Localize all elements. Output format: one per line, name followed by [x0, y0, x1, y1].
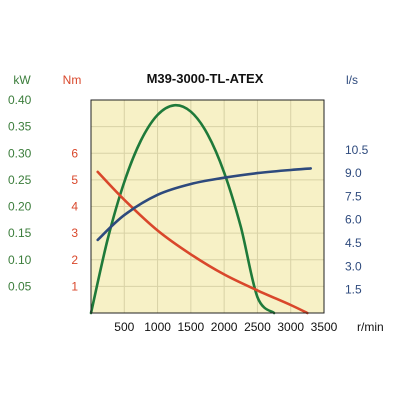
torque-tick-label: 3	[71, 226, 78, 240]
plot-frame	[90, 99, 325, 314]
torque-tick-label: 4	[71, 200, 78, 214]
power-tick-label: 0.10	[8, 253, 32, 267]
flow-tick-label: 1.5	[345, 283, 362, 297]
x-tick-label: 1000	[144, 320, 171, 334]
power-tick-label: 0.40	[8, 93, 32, 107]
power-tick-label: 0.05	[8, 279, 32, 293]
torque-curve	[96, 170, 309, 315]
flow-tick-label: 9.0	[345, 166, 362, 180]
flow-tick-label: 7.5	[345, 189, 362, 203]
x-tick-label: 500	[114, 320, 134, 334]
torque-tick-label: 2	[71, 253, 78, 267]
chart-title: M39-3000-TL-ATEX	[147, 71, 264, 86]
x-tick-label: 2000	[211, 320, 238, 334]
x-tick-label: 3500	[311, 320, 338, 334]
x-tick-label: 3000	[277, 320, 304, 334]
flow-tick-label: 4.5	[345, 236, 362, 250]
power-tick-label: 0.35	[8, 120, 32, 134]
flow-tick-label: 10.5	[345, 143, 369, 157]
flow-tick-label: 6.0	[345, 213, 362, 227]
flow-tick-label: 3.0	[345, 259, 362, 273]
torque-tick-label: 5	[71, 173, 78, 187]
x-tick-label: 1500	[178, 320, 205, 334]
x-tick-label: 2500	[244, 320, 271, 334]
power-tick-label: 0.15	[8, 226, 32, 240]
power-tick-label: 0.25	[8, 173, 32, 187]
flow-axis-unit: l/s	[346, 73, 358, 87]
torque-tick-label: 6	[71, 146, 78, 160]
power-axis-unit: kW	[13, 73, 31, 87]
power-tick-label: 0.20	[8, 200, 32, 214]
torque-tick-label: 1	[71, 279, 78, 293]
torque-axis-unit: Nm	[63, 73, 82, 87]
power-tick-label: 0.30	[8, 146, 32, 160]
x-axis-unit: r/min	[357, 320, 384, 334]
flow-curve	[96, 167, 312, 242]
power-curve	[89, 103, 276, 315]
